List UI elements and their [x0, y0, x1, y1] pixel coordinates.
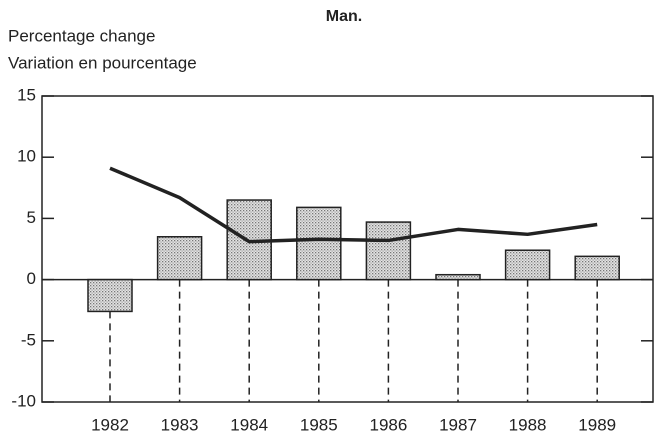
- y-tick-label: -5: [21, 330, 36, 349]
- chart-title: Man.: [326, 8, 362, 25]
- bar: [435, 273, 481, 281]
- y-axis-label: Percentage change: [8, 26, 155, 45]
- bar: [365, 221, 412, 281]
- y-tick-label: 10: [17, 147, 36, 166]
- bar: [156, 236, 203, 281]
- y-tick-label: 5: [27, 208, 36, 227]
- bar: [504, 249, 551, 281]
- x-tick-label: 1986: [369, 415, 407, 434]
- x-tick-label: 1989: [578, 415, 616, 434]
- bar: [296, 206, 342, 281]
- y-tick-label: 15: [17, 85, 36, 104]
- x-tick-label: 1987: [439, 415, 477, 434]
- x-tick-label: 1984: [230, 415, 268, 434]
- x-tick-label: 1982: [91, 415, 129, 434]
- y-axis-label: Variation en pourcentage: [8, 53, 197, 72]
- bar: [87, 278, 133, 313]
- x-tick-label: 1988: [509, 415, 547, 434]
- y-tick-label: 0: [27, 269, 36, 288]
- x-tick-label: 1983: [161, 415, 199, 434]
- x-tick-label: 1985: [300, 415, 338, 434]
- line: [109, 166, 598, 244]
- y-tick-label: -10: [11, 391, 36, 410]
- plot-frame: [41, 95, 654, 403]
- bar: [574, 255, 620, 281]
